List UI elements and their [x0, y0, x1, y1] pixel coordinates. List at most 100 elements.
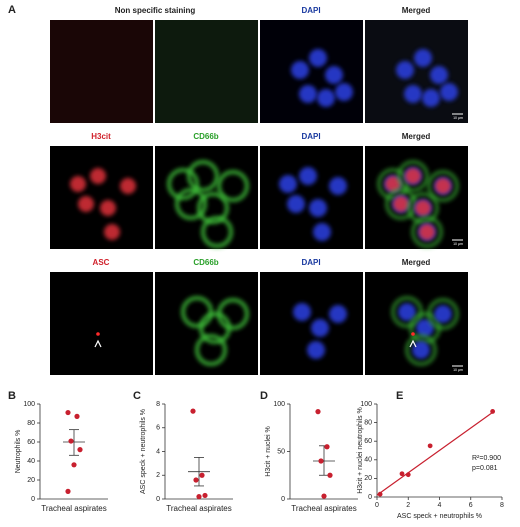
micrograph [260, 272, 363, 375]
data-point [315, 409, 321, 415]
h3cit [78, 196, 94, 212]
micrograph [50, 146, 153, 249]
micrograph [155, 146, 258, 249]
h3cit [393, 196, 409, 212]
arrowhead [94, 339, 102, 348]
y-tick-label: 80 [27, 420, 35, 427]
data-point [77, 447, 83, 453]
micrographs: 10 µm 10 µm 10 µm [50, 20, 468, 375]
y-axis-label: Neutrophils % [15, 430, 22, 474]
membrane [405, 334, 437, 366]
image-frame [50, 146, 153, 249]
annotation: p=0.081 [472, 465, 498, 472]
panel-label: C [133, 390, 141, 402]
data-point [65, 488, 71, 494]
data-point [377, 491, 383, 497]
y-tick-label: 20 [27, 477, 35, 484]
membrane [397, 160, 429, 192]
y-tick-label: 40 [364, 457, 372, 464]
membrane [175, 188, 207, 220]
nucleus [440, 83, 458, 101]
nucleus [416, 319, 434, 337]
micrograph: 10 µm [365, 146, 468, 249]
x-tick-label: 8 [500, 502, 504, 509]
nucleus [398, 303, 416, 321]
x-tick-label: 2 [406, 502, 410, 509]
nucleus [287, 195, 305, 213]
nucleus [329, 177, 347, 195]
data-point [490, 409, 496, 414]
y-tick-label: 50 [277, 448, 285, 455]
asc-speck [411, 332, 415, 336]
image-frame [50, 20, 153, 123]
data-point [321, 493, 327, 499]
nucleus [317, 89, 335, 107]
stain-label: CD66b [193, 132, 218, 141]
y-tick-label: 4 [156, 448, 160, 455]
membrane [197, 192, 229, 224]
y-tick-label: 0 [31, 496, 35, 503]
y-axis-label: ASC speck + neutrophils % [140, 409, 147, 494]
x-tick-label: Tracheal aspirates [41, 504, 107, 513]
image-frame [50, 272, 153, 375]
scale-bar-label: 10 µm [453, 116, 463, 120]
stain-label: CD66b [193, 258, 218, 267]
nucleus [396, 61, 414, 79]
h3cit [385, 176, 401, 192]
data-point [65, 409, 71, 416]
y-tick-label: 0 [368, 494, 372, 501]
image-frame [260, 20, 363, 123]
chart: D 0 50 100 H3cit + nuclei % Tracheal aspirate… [260, 390, 358, 513]
membrane [187, 160, 219, 192]
stain-label: Merged [402, 6, 431, 15]
y-tick-label: 40 [27, 458, 35, 465]
nucleus [329, 305, 347, 323]
y-axis-label: H3cit + nuclei neutrophils % [357, 407, 364, 494]
membrane [427, 298, 459, 330]
data-point [405, 472, 411, 478]
data-point [199, 472, 205, 478]
data-point [74, 413, 80, 419]
y-tick-label: 0 [281, 496, 285, 503]
y-tick-label: 20 [364, 475, 372, 482]
y-tick-label: 100 [273, 401, 285, 408]
stain-label: H3cit [91, 132, 111, 141]
h3cit [100, 200, 116, 216]
x-tick-label: Tracheal aspirates [166, 504, 232, 513]
micrograph [50, 272, 153, 375]
data-point [196, 494, 202, 500]
scale-bar-label: 10 µm [453, 242, 463, 246]
data-point [202, 492, 208, 499]
annotation: R²=0.900 [472, 455, 501, 462]
panel-label: D [260, 390, 268, 402]
membrane [167, 168, 199, 200]
image-frame [365, 20, 468, 123]
nucleus [311, 319, 329, 337]
panel-label: E [396, 390, 403, 402]
nucleus [279, 175, 297, 193]
y-tick-label: 60 [364, 438, 372, 445]
h3cit [419, 224, 435, 240]
h3cit [435, 178, 451, 194]
data-point [324, 444, 330, 450]
h3cit [90, 168, 106, 184]
image-frame [155, 20, 258, 123]
micrograph [260, 146, 363, 249]
membrane [181, 296, 213, 328]
micrograph [260, 20, 363, 123]
data-point [399, 471, 405, 477]
membrane [201, 216, 233, 248]
y-tick-label: 6 [156, 425, 160, 432]
nucleus [309, 49, 327, 67]
stain-label: DAPI [301, 258, 320, 267]
data-point [190, 408, 196, 414]
membrane [427, 170, 459, 202]
panel-label: A [8, 4, 16, 16]
x-tick-label: Tracheal aspirates [291, 504, 357, 513]
y-tick-label: 100 [360, 401, 372, 408]
x-tick-label: 4 [438, 502, 442, 509]
nucleus [313, 223, 331, 241]
y-tick-label: 80 [364, 419, 372, 426]
